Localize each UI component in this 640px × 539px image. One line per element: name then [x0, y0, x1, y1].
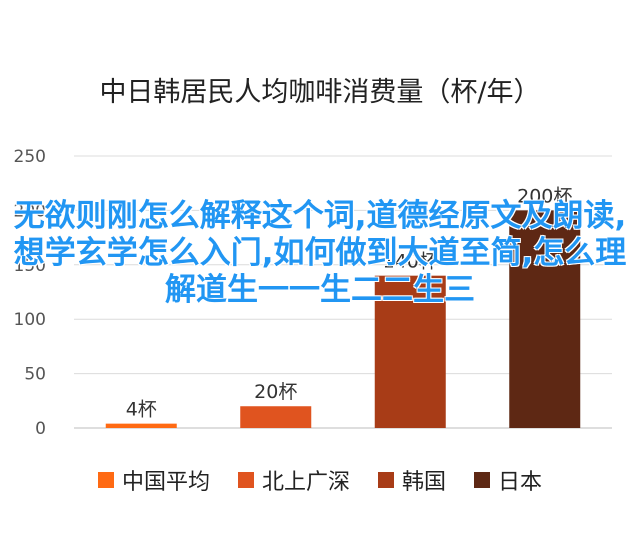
chart-title: 中日韩居民人均咖啡消费量（杯/年）	[99, 77, 541, 108]
data-label-4: 200杯	[517, 185, 572, 207]
y-tick-label: 100	[14, 310, 46, 330]
legend-label: 中国平均	[121, 470, 210, 495]
bar-3	[374, 275, 446, 428]
legend-label: 韩国	[402, 470, 447, 495]
y-tick-label: 0	[35, 419, 46, 439]
legend-item-4: 日本	[474, 464, 542, 496]
data-label-1: 4杯	[126, 399, 157, 421]
y-tick-label: 150	[14, 256, 46, 276]
y-tick-label: 50	[24, 365, 46, 385]
legend-item-1: 中国平均	[97, 464, 210, 496]
legend-item-3: 韩国	[378, 464, 446, 496]
bar-1	[105, 423, 177, 428]
bar-4	[509, 210, 581, 428]
legend-label: 日本	[498, 470, 543, 495]
chart-legend: 中国平均 北上广深 韩国 日本	[0, 464, 640, 496]
legend-swatch	[378, 472, 394, 488]
data-label-3: 140杯	[383, 251, 438, 273]
y-tick-label: 200	[14, 201, 46, 221]
legend-swatch	[237, 472, 254, 488]
overlay-link-text[interactable]: 无欲则刚怎么解释这个词,道德经原文及朗读,想学玄学怎么入门,如何做到大道至简,怎…	[13, 198, 627, 308]
legend-swatch	[474, 472, 491, 488]
bar-2	[240, 406, 312, 428]
y-tick-label: 250	[14, 147, 46, 167]
legend-item-2: 北上广深	[237, 464, 350, 496]
legend-label: 北上广深	[261, 470, 350, 495]
legend-swatch	[97, 472, 114, 488]
data-label-2: 20杯	[254, 381, 297, 403]
